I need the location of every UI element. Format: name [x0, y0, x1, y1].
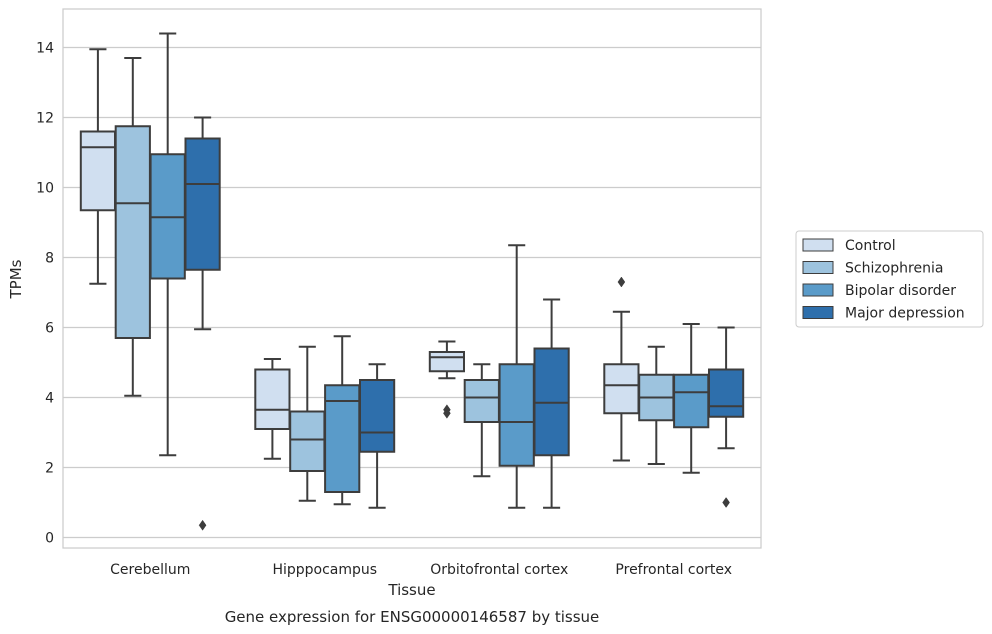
- box: [184, 137, 221, 271]
- legend-swatch: [802, 261, 834, 274]
- box-group: [428, 340, 466, 419]
- legend-swatch: [802, 306, 834, 319]
- box-group: [498, 244, 535, 509]
- box-plot-groups: [79, 32, 745, 531]
- box-group: [324, 335, 361, 506]
- y-tick-label: 4: [45, 391, 54, 407]
- y-tick-label: 14: [36, 41, 54, 57]
- y-tick-label: 8: [45, 251, 54, 267]
- box: [673, 373, 710, 429]
- box-group: [79, 48, 117, 285]
- y-axis-title: TPMs: [7, 259, 25, 299]
- box: [707, 368, 745, 418]
- box: [603, 363, 640, 415]
- box-group: [638, 345, 675, 465]
- box: [498, 363, 535, 467]
- box: [358, 379, 396, 453]
- chart-caption: Gene expression for ENSG00000146587 by t…: [225, 608, 600, 626]
- y-tick-label: 2: [45, 461, 54, 477]
- legend-label: Control: [845, 238, 896, 254]
- x-tick-label: Cerebellum: [110, 562, 190, 578]
- legend-label: Bipolar disorder: [845, 283, 956, 299]
- y-tick-label: 0: [45, 531, 54, 547]
- legend-label: Major depression: [845, 306, 965, 322]
- box-group: [673, 323, 710, 474]
- box-group: [289, 345, 326, 502]
- box-group: [149, 32, 186, 457]
- box-group: [254, 358, 291, 460]
- y-tick-labels: 0 2 4 6 8 10 12 14: [36, 41, 54, 547]
- box-group: [184, 116, 221, 531]
- x-tick-label: Hipppocampus: [272, 562, 377, 578]
- box-group: [533, 298, 570, 509]
- y-tick-label: 6: [45, 321, 54, 337]
- box: [114, 125, 151, 339]
- legend-swatch: [802, 283, 834, 297]
- box-group: [463, 363, 500, 478]
- box: [254, 368, 291, 430]
- box: [324, 384, 361, 493]
- legend-label: Schizophrenia: [845, 261, 943, 277]
- x-axis-title: Tissue: [387, 581, 435, 599]
- outlier-point: [198, 519, 207, 531]
- legend: Control Schizophrenia Bipolar disorder Majo…: [795, 230, 984, 328]
- box: [79, 130, 117, 212]
- y-tick-label: 12: [36, 111, 54, 127]
- box: [289, 410, 326, 472]
- outlier-point: [722, 497, 730, 508]
- outlier-point: [443, 404, 451, 416]
- x-tick-label: Prefrontal cortex: [615, 562, 732, 578]
- y-tick-label: 10: [36, 181, 54, 197]
- x-tick-label: Orbitofrontal cortex: [430, 562, 568, 578]
- legend-swatch: [802, 238, 834, 252]
- x-tick-labels: Cerebellum Hipppocampus Orbitofrontal cort…: [110, 562, 732, 578]
- box-group: [603, 276, 640, 462]
- box-group: [707, 326, 745, 508]
- box: [428, 351, 466, 373]
- outlier-point: [617, 276, 626, 288]
- box: [463, 379, 500, 423]
- plot-frame: [62, 8, 762, 549]
- box-group: [114, 57, 151, 397]
- legend-frame: [795, 230, 984, 328]
- box-group: [358, 363, 396, 509]
